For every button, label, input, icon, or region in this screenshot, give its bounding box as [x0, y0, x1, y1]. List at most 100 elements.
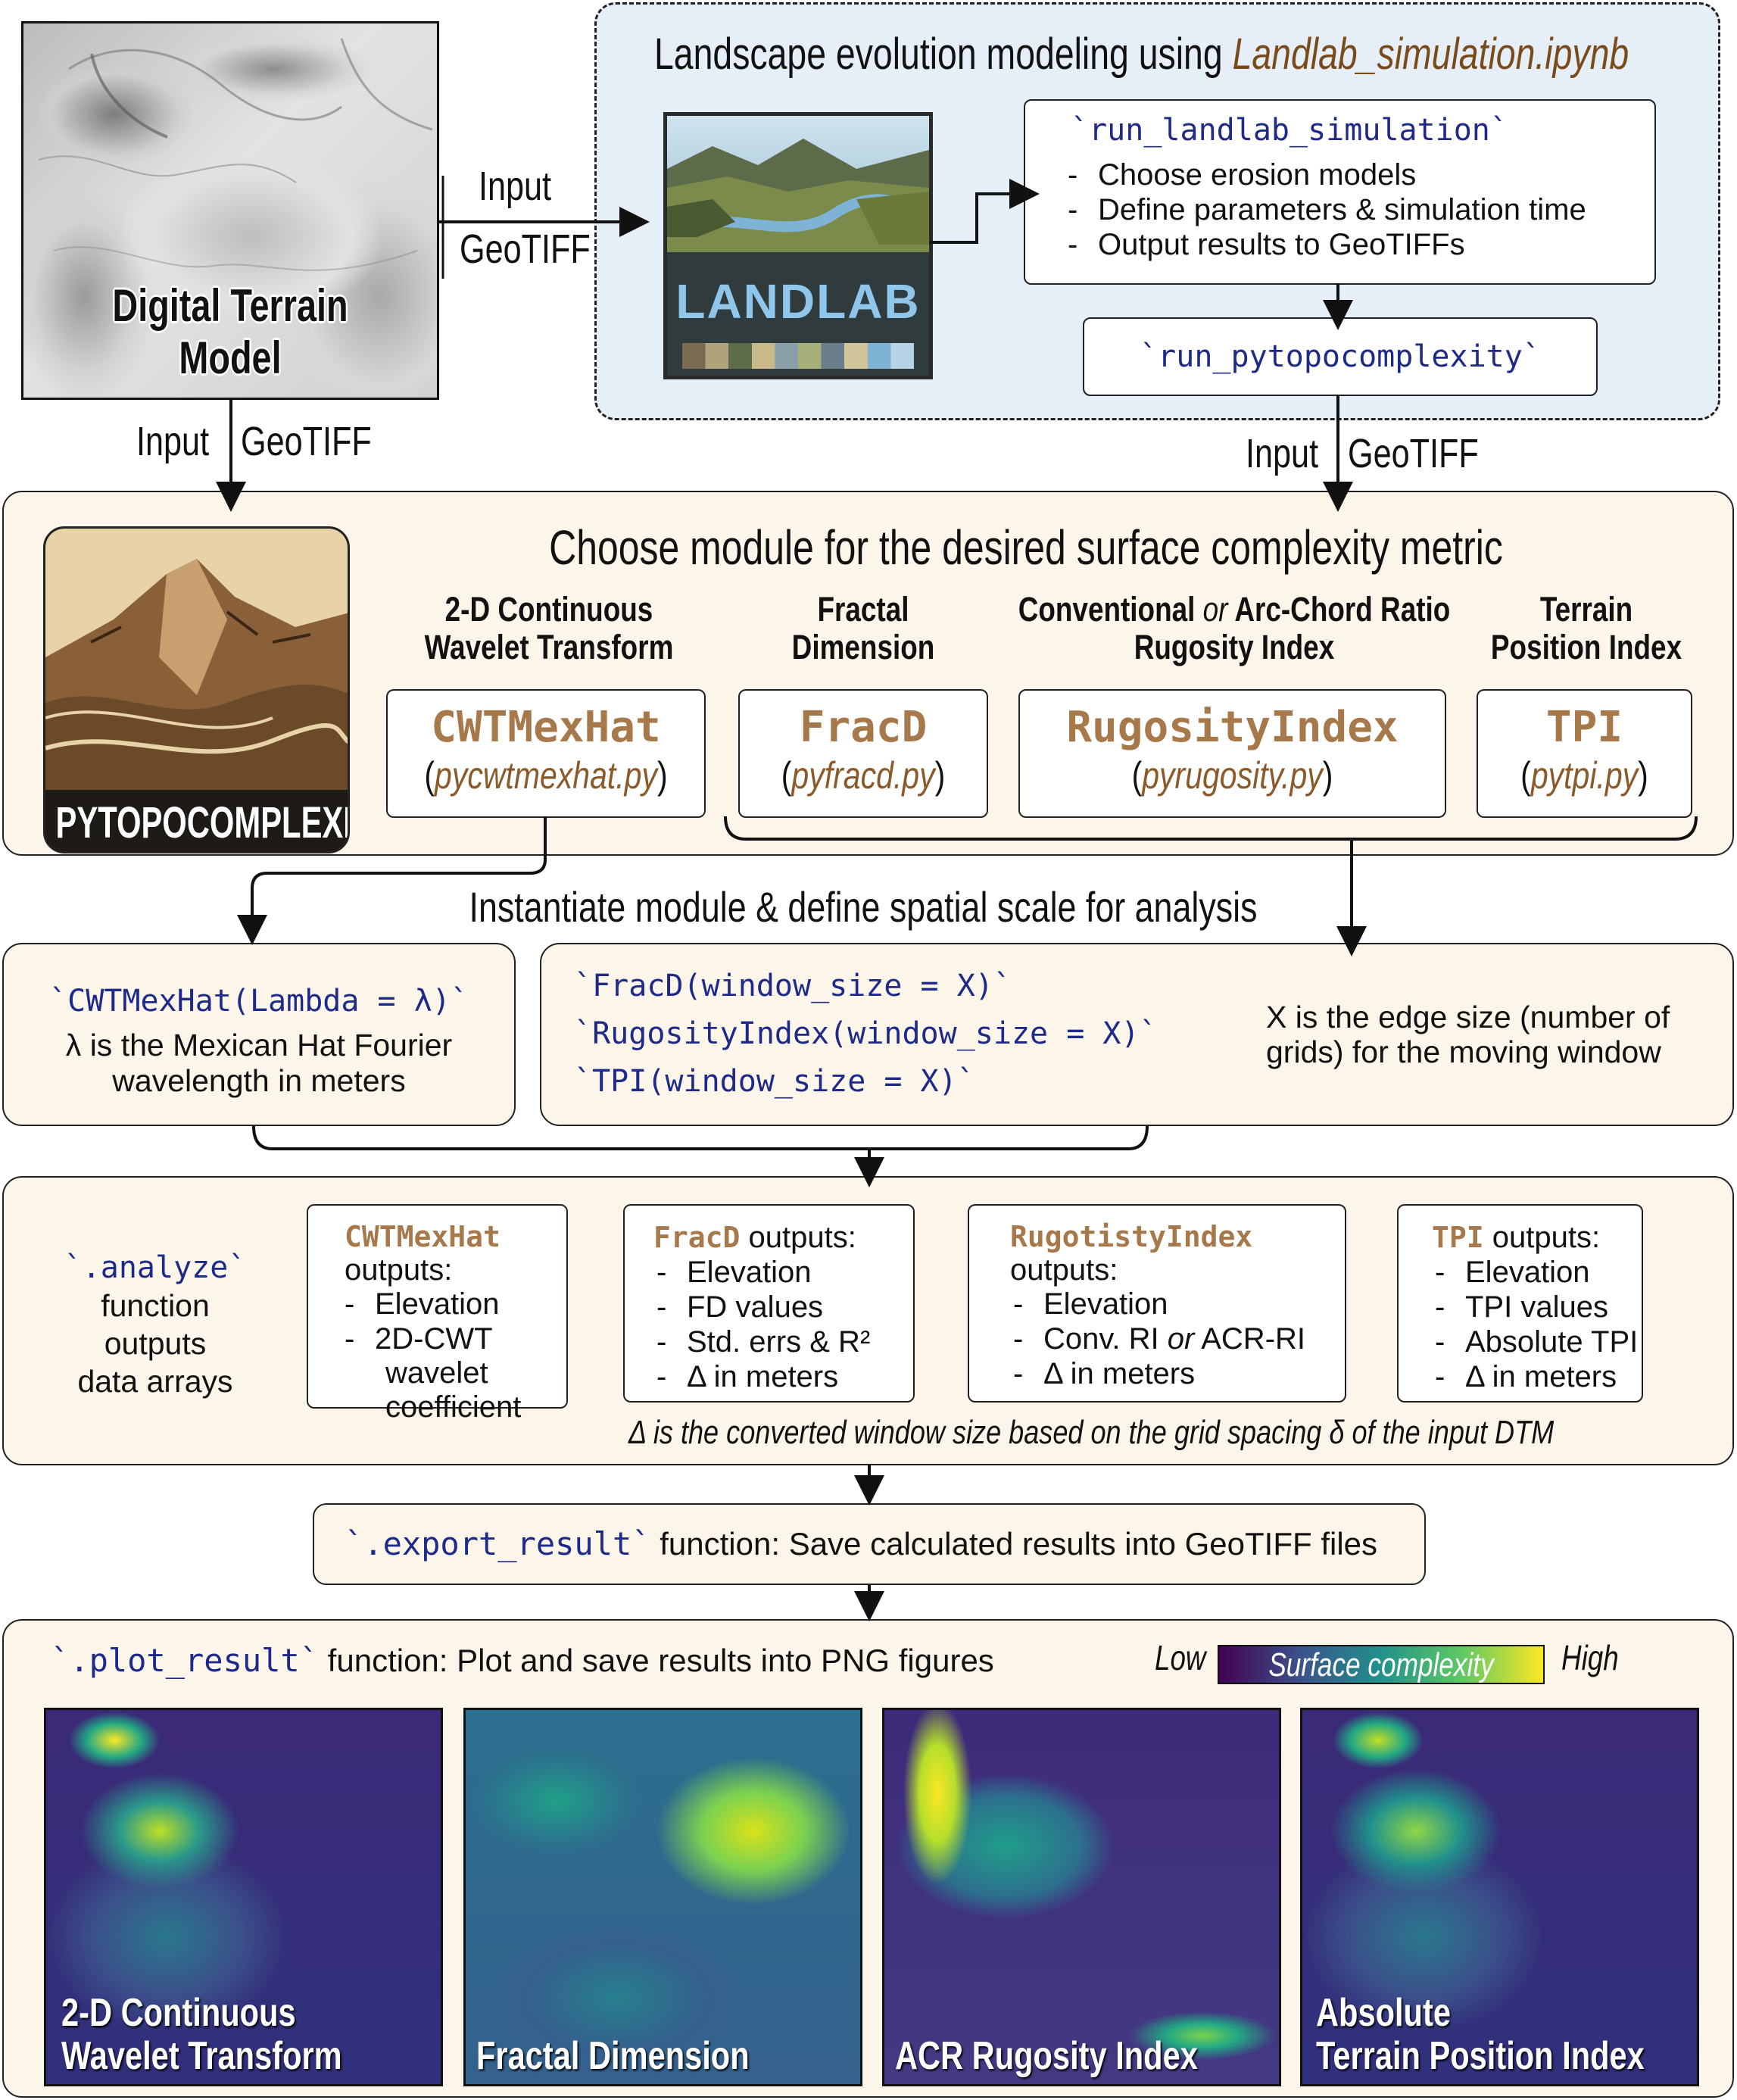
analyze-fracd-name: FracD: [653, 1221, 741, 1254]
result-image-rugosity: ACR Rugosity Index: [882, 1708, 1281, 2086]
result-label-cwt: 2-D Continuous Wavelet Transform: [61, 1990, 342, 2078]
analyze-cwt-list: Elevation 2D-CWT: [341, 1287, 566, 1356]
module-heading-rugosity-line2: Rugosity Index: [1134, 628, 1335, 667]
instantiate-cwt-code: `CWTMexHat(Lambda = λ)`: [49, 984, 469, 1019]
colorbar-low-label: Low: [1155, 1638, 1206, 1677]
result-image-cwt: 2-D Continuous Wavelet Transform: [44, 1708, 443, 2086]
export-box: `.export_result` function: Save calculat…: [313, 1503, 1426, 1585]
modules-title: Choose module for the desired surface co…: [549, 520, 1503, 575]
module-box-rugosityindex[interactable]: RugosityIndex (pyrugosity.py): [1018, 689, 1446, 818]
module-heading-cwt-line1: 2-D Continuous: [444, 590, 653, 629]
module-heading-rugosity-b: Arc-Chord Ratio: [1227, 590, 1451, 629]
analyze-fracd-item: Std. errs & R²: [653, 1325, 913, 1359]
result-label-cwt-2: Wavelet Transform: [61, 2033, 342, 2078]
analyze-fracd-suffix: outputs:: [740, 1221, 856, 1254]
landlab-panel: Landscape evolution modeling using Landl…: [594, 2, 1720, 420]
result-label-rugosity: ACR Rugosity Index: [895, 2033, 1198, 2078]
module-file-rugosityindex: (pyrugosity.py): [1131, 754, 1333, 797]
analyze-rugosity-suffix: outputs:: [1010, 1253, 1118, 1287]
analyze-tpi-list: Elevation TPI values Absolute TPI Δ in m…: [1432, 1255, 1642, 1394]
analyze-rugosity-item2a: Conv. RI: [1043, 1322, 1168, 1356]
analyze-tpi-suffix: outputs:: [1483, 1221, 1601, 1254]
plot-header: `.plot_result` function: Plot and save r…: [51, 1642, 994, 1679]
export-code: `.export_result`: [345, 1525, 651, 1562]
module-file-fracd-name: pyfracd.py: [791, 754, 935, 797]
instantiate-window-box: `FracD(window_size = X)` `RugosityIndex(…: [540, 943, 1734, 1126]
result-label-cwt-1: 2-D Continuous: [61, 1990, 296, 2035]
analyze-cwt-item: 2D-CWT: [341, 1321, 566, 1356]
module-box-fracd[interactable]: FracD (pyfracd.py): [738, 689, 988, 818]
module-heading-fracd-line1: Fractal: [817, 590, 909, 629]
plot-code: `.plot_result`: [51, 1642, 320, 1679]
module-name-tpi: TPI: [1545, 703, 1623, 752]
module-file-tpi: (pytpi.py): [1520, 754, 1648, 797]
pytopocomplexity-logo: PYTOPOCOMPLEXITY: [43, 526, 350, 853]
export-desc: function: Save calculated results into G…: [650, 1526, 1378, 1562]
landlab-logo-pixels: [682, 343, 914, 369]
result-image-fracd: Fractal Dimension: [463, 1708, 862, 2086]
module-file-fracd: (pyfracd.py): [781, 754, 946, 797]
plot-desc: function: Plot and save results into PNG…: [319, 1643, 994, 1678]
module-box-cwtmexhat[interactable]: CWTMexHat (pycwtmexhat.py): [386, 689, 706, 818]
result-label-rugosity-2: ACR Rugosity Index: [895, 2033, 1198, 2078]
instantiate-x-desc-1: X is the edge size (number of: [1266, 1000, 1670, 1034]
module-file-rugosityindex-name: pyrugosity.py: [1142, 754, 1323, 797]
analyze-fracd-item: Δ in meters: [653, 1359, 913, 1394]
run-sim-item: Choose erosion models: [1065, 158, 1586, 192]
analyze-footnote: Δ is the converted window size based on …: [628, 1414, 1555, 1451]
analyze-fracd-item: Elevation: [653, 1255, 913, 1290]
analyze-cwt-item-cont: coefficient: [385, 1390, 522, 1424]
analyze-rugosity-item: Δ in meters: [1010, 1356, 1345, 1391]
edge-label-input-3: Input: [1246, 431, 1319, 476]
analyze-desc-line: data arrays: [77, 1363, 233, 1399]
module-file-cwtmexhat: (pycwtmexhat.py): [424, 754, 668, 797]
module-heading-cwt-line2: Wavelet Transform: [424, 628, 674, 667]
instantiate-cwt-box: `CWTMexHat(Lambda = λ)` λ is the Mexican…: [2, 943, 516, 1126]
run-landlab-simulation-list: Choose erosion models Define parameters …: [1065, 158, 1586, 262]
analyze-cwt-item-cont: wavelet: [385, 1356, 488, 1390]
analyze-rugosity-box: RugotistyIndex outputs: Elevation Conv. …: [968, 1204, 1346, 1403]
result-label-tpi-1: Absolute: [1316, 1990, 1451, 2035]
module-box-tpi[interactable]: TPI (pytpi.py): [1477, 689, 1692, 818]
instantiate-cwt-desc-2: wavelength in meters: [112, 1063, 406, 1098]
edge-label-input-1: Input: [478, 164, 552, 209]
module-heading-rugosity-or: or: [1202, 590, 1228, 629]
run-landlab-simulation-box: `run_landlab_simulation` Choose erosion …: [1024, 99, 1656, 285]
pytopocomplexity-logo-art: [45, 529, 348, 790]
analyze-fracd-header: FracD outputs:: [653, 1221, 913, 1255]
analyze-tpi-box: TPI outputs: Elevation TPI values Absolu…: [1397, 1204, 1643, 1403]
modules-panel: PYTOPOCOMPLEXITY Choose module for the d…: [2, 491, 1734, 856]
module-heading-tpi-line2: Position Index: [1490, 628, 1682, 667]
result-image-tpi: Absolute Terrain Position Index: [1300, 1708, 1699, 2086]
instantiate-label: Instantiate module & define spatial scal…: [469, 883, 1258, 931]
landlab-title-prefix: Landscape evolution modeling using: [654, 30, 1233, 79]
analyze-rugosity-item: Conv. RI or ACR-RI: [1010, 1321, 1345, 1356]
analyze-rugosity-name: RugotistyIndex: [1010, 1220, 1253, 1253]
analyze-fracd-box: FracD outputs: Elevation FD values Std. …: [623, 1204, 915, 1403]
instantiate-rugosity-code: `RugosityIndex(window_size = X)`: [574, 1016, 1158, 1051]
instantiate-x-desc-2: grids) for the moving window: [1266, 1034, 1661, 1069]
module-name-rugosityindex: RugosityIndex: [1066, 703, 1399, 752]
plot-panel: `.plot_result` function: Plot and save r…: [2, 1619, 1734, 2098]
module-heading-rugosity-a: Conventional: [1018, 590, 1203, 629]
edge-label-geotiff-3: GeoTIFF: [1348, 431, 1479, 476]
result-label-tpi-2: Terrain Position Index: [1316, 2033, 1645, 2078]
landlab-logo-text: LANDLAB: [675, 274, 921, 329]
landlab-logo-landscape: [667, 139, 929, 252]
result-label-fracd-2: Fractal Dimension: [476, 2033, 750, 2078]
colorbar-title: Surface complexity: [1268, 1646, 1494, 1683]
instantiate-fracd-code: `FracD(window_size = X)`: [574, 969, 1012, 1003]
module-heading-tpi: Terrain Position Index: [1487, 590, 1686, 667]
analyze-cwt-box: CWTMexHat outputs: Elevation 2D-CWT wave…: [307, 1204, 568, 1424]
colorbar: Surface complexity: [1218, 1645, 1545, 1684]
landlab-logo: LANDLAB: [663, 112, 933, 379]
result-label-fracd: Fractal Dimension: [476, 2033, 750, 2078]
analyze-rugosity-item2-or: or: [1167, 1322, 1195, 1356]
analyze-desc-line: outputs: [104, 1325, 207, 1361]
instantiate-x-desc: X is the edge size (number of grids) for…: [1266, 1000, 1670, 1070]
landlab-title-file: Landlab_simulation.ipynb: [1232, 30, 1629, 79]
analyze-tpi-item: TPI values: [1432, 1290, 1642, 1325]
module-name-cwtmexhat: CWTMexHat: [431, 703, 661, 752]
analyze-code: `.analyze`: [64, 1250, 247, 1285]
analyze-tpi-item: Elevation: [1432, 1255, 1642, 1290]
